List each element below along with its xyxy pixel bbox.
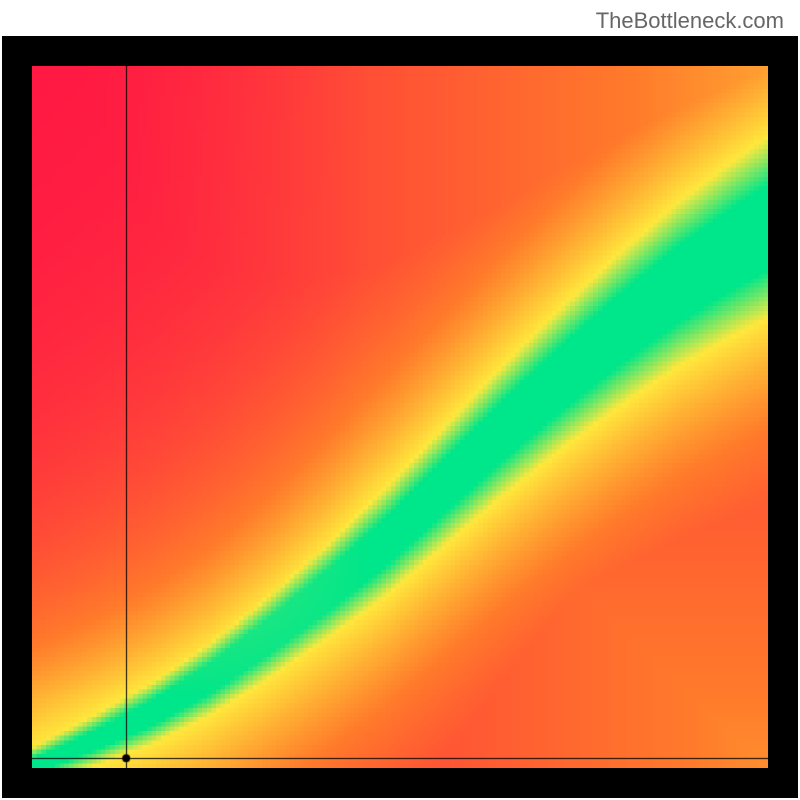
chart-frame bbox=[2, 36, 798, 798]
crosshair-overlay bbox=[32, 66, 768, 768]
watermark-text: TheBottleneck.com bbox=[596, 8, 784, 34]
